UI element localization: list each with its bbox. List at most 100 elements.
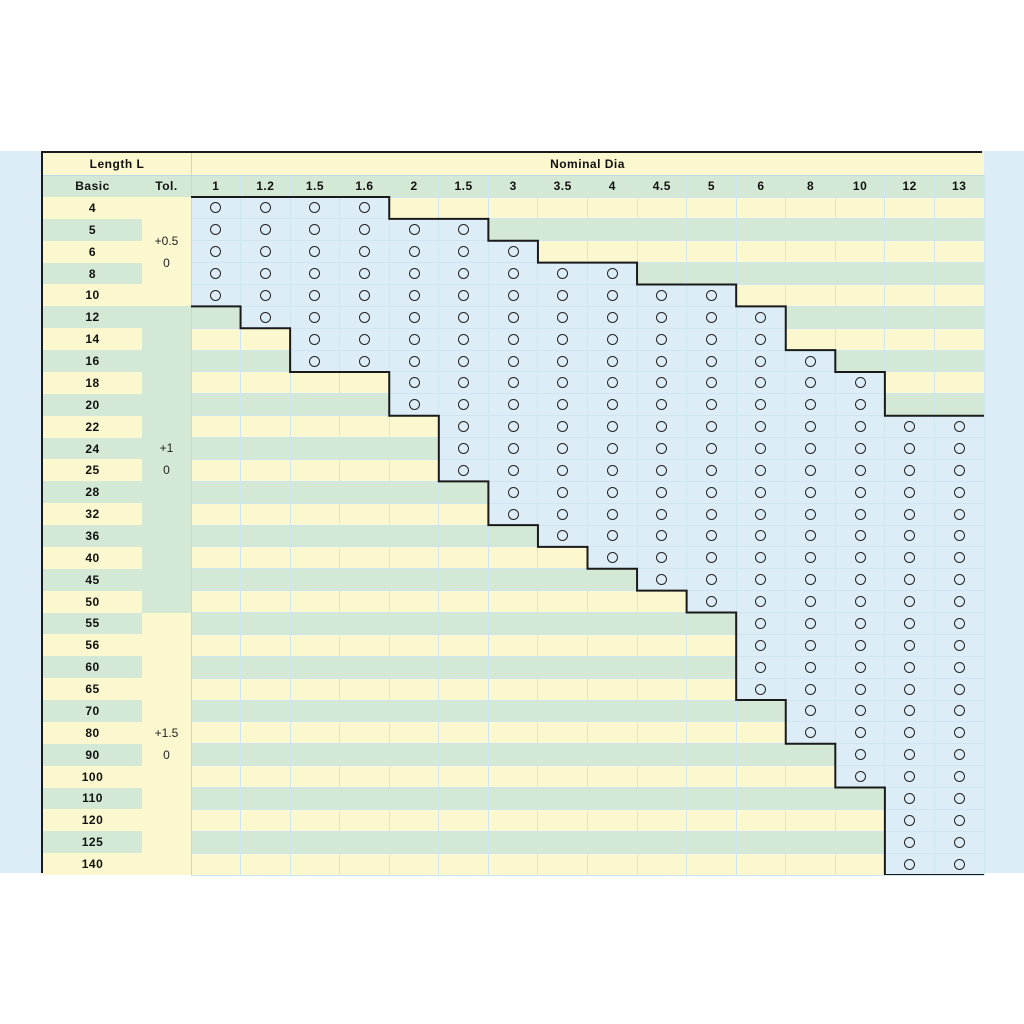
length-header: Length L (43, 153, 191, 175)
available-cell (884, 700, 935, 722)
length-cell: 80 (43, 721, 142, 744)
available-cell (587, 503, 638, 526)
available-mark (755, 574, 767, 586)
row-gridline (191, 765, 984, 767)
available-cell (438, 371, 489, 394)
available-mark (805, 661, 817, 673)
empty-cell (884, 306, 935, 329)
tolerance-block: +1.5 0 (142, 612, 191, 875)
available-cell (736, 481, 786, 504)
empty-cell (537, 197, 588, 219)
available-mark (904, 727, 916, 739)
row-gridline (191, 590, 984, 592)
available-cell (637, 481, 687, 504)
empty-cell (637, 721, 687, 744)
empty-cell (736, 262, 786, 285)
empty-cell (339, 415, 390, 438)
available-cell (290, 350, 340, 372)
available-mark (805, 705, 817, 717)
available-mark (557, 268, 569, 280)
available-cell (934, 853, 984, 875)
available-mark (705, 399, 717, 411)
available-mark (656, 574, 668, 586)
empty-cell (537, 568, 588, 591)
available-cell (884, 546, 935, 569)
available-cell (488, 459, 538, 482)
empty-cell (290, 481, 340, 504)
empty-cell (339, 831, 390, 854)
available-cell (637, 437, 687, 460)
available-cell (587, 415, 638, 438)
empty-cell (438, 634, 489, 657)
empty-cell (438, 568, 489, 591)
row-gridline (191, 721, 984, 723)
empty-cell (537, 809, 588, 832)
row-gridline (191, 458, 984, 460)
empty-cell (835, 350, 885, 372)
empty-cell (686, 262, 737, 285)
empty-cell (537, 656, 588, 679)
empty-cell (389, 831, 439, 854)
empty-cell (488, 634, 538, 657)
length-cell: 12 (43, 306, 142, 329)
available-mark (805, 377, 817, 389)
available-cell (835, 525, 885, 547)
empty-cell (785, 284, 836, 307)
empty-cell (637, 240, 687, 263)
available-mark (656, 464, 668, 476)
empty-cell (686, 656, 737, 679)
available-cell (339, 262, 390, 285)
empty-cell (339, 459, 390, 482)
empty-cell (290, 459, 340, 482)
length-cell: 22 (43, 415, 142, 438)
available-mark (953, 727, 965, 739)
length-cell: 10 (43, 284, 142, 307)
available-mark (755, 639, 767, 651)
available-mark (755, 443, 767, 454)
empty-cell (537, 765, 588, 788)
available-mark (755, 355, 767, 367)
available-mark (953, 858, 965, 870)
available-mark (358, 246, 370, 258)
available-cell (686, 371, 737, 394)
available-mark (309, 246, 321, 258)
available-mark (458, 333, 470, 345)
empty-cell (736, 809, 786, 832)
length-cell: 55 (43, 612, 142, 635)
available-mark (705, 530, 717, 542)
available-cell (587, 328, 638, 351)
diameter-header: 8 (785, 175, 836, 197)
available-cell (884, 853, 935, 875)
available-mark (408, 224, 420, 236)
available-mark (606, 311, 618, 323)
empty-cell (587, 240, 638, 263)
empty-cell (488, 765, 538, 788)
empty-cell (587, 700, 638, 722)
available-cell (637, 393, 687, 416)
available-cell (884, 656, 935, 679)
available-cell (934, 481, 984, 504)
available-cell (389, 262, 439, 285)
tolerance-upper: +1 (159, 441, 174, 456)
empty-cell (438, 853, 489, 875)
empty-cell (438, 503, 489, 526)
empty-cell (389, 459, 439, 482)
empty-cell (191, 350, 241, 372)
available-cell (835, 481, 885, 504)
empty-cell (389, 656, 439, 679)
diameter-header: 2 (389, 175, 439, 197)
available-mark (805, 464, 817, 476)
empty-cell (191, 721, 241, 744)
length-cell: 25 (43, 459, 142, 482)
available-mark (755, 486, 767, 498)
empty-cell (290, 525, 340, 547)
diameter-header: 1.2 (240, 175, 291, 197)
empty-cell (389, 787, 439, 810)
empty-cell (736, 197, 786, 219)
available-mark (606, 333, 618, 345)
empty-cell (488, 197, 538, 219)
available-cell (884, 721, 935, 744)
empty-cell (835, 197, 885, 219)
available-cell (488, 503, 538, 526)
available-mark (656, 399, 668, 411)
